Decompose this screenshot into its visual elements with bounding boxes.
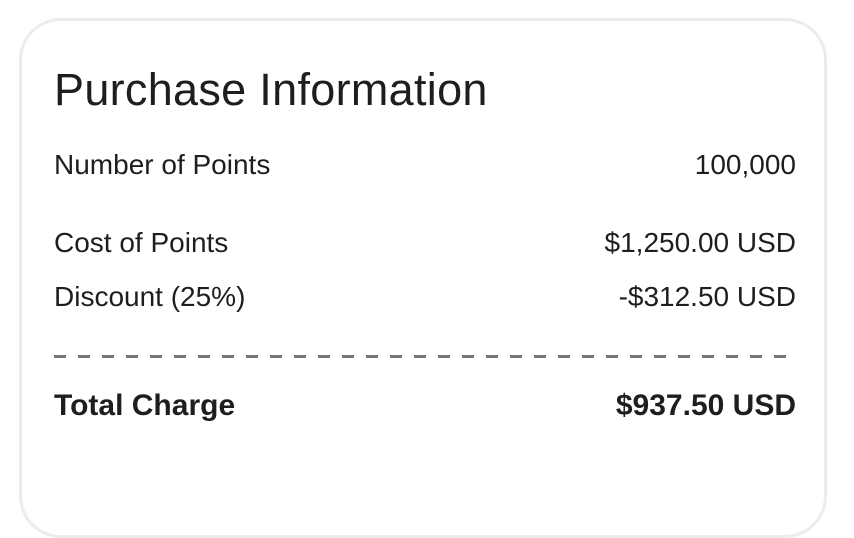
row-value: 100,000 <box>694 149 796 180</box>
total-value: $937.50 USD <box>615 389 796 422</box>
row-total-charge: Total Charge $937.50 USD <box>54 389 796 423</box>
row-value: $1,250.00 USD <box>604 227 796 258</box>
row-discount: Discount (25%) -$312.50 USD <box>54 280 796 314</box>
row-value: -$312.50 USD <box>618 281 796 312</box>
dashed-divider <box>54 355 798 358</box>
row-number-of-points: Number of Points 100,000 <box>54 148 796 182</box>
total-label: Total Charge <box>54 389 236 422</box>
row-label: Cost of Points <box>54 227 229 258</box>
card-title: Purchase Information <box>54 64 488 115</box>
row-cost-of-points: Cost of Points $1,250.00 USD <box>54 226 796 260</box>
row-label: Discount (25%) <box>54 281 246 312</box>
row-label: Number of Points <box>54 149 271 180</box>
